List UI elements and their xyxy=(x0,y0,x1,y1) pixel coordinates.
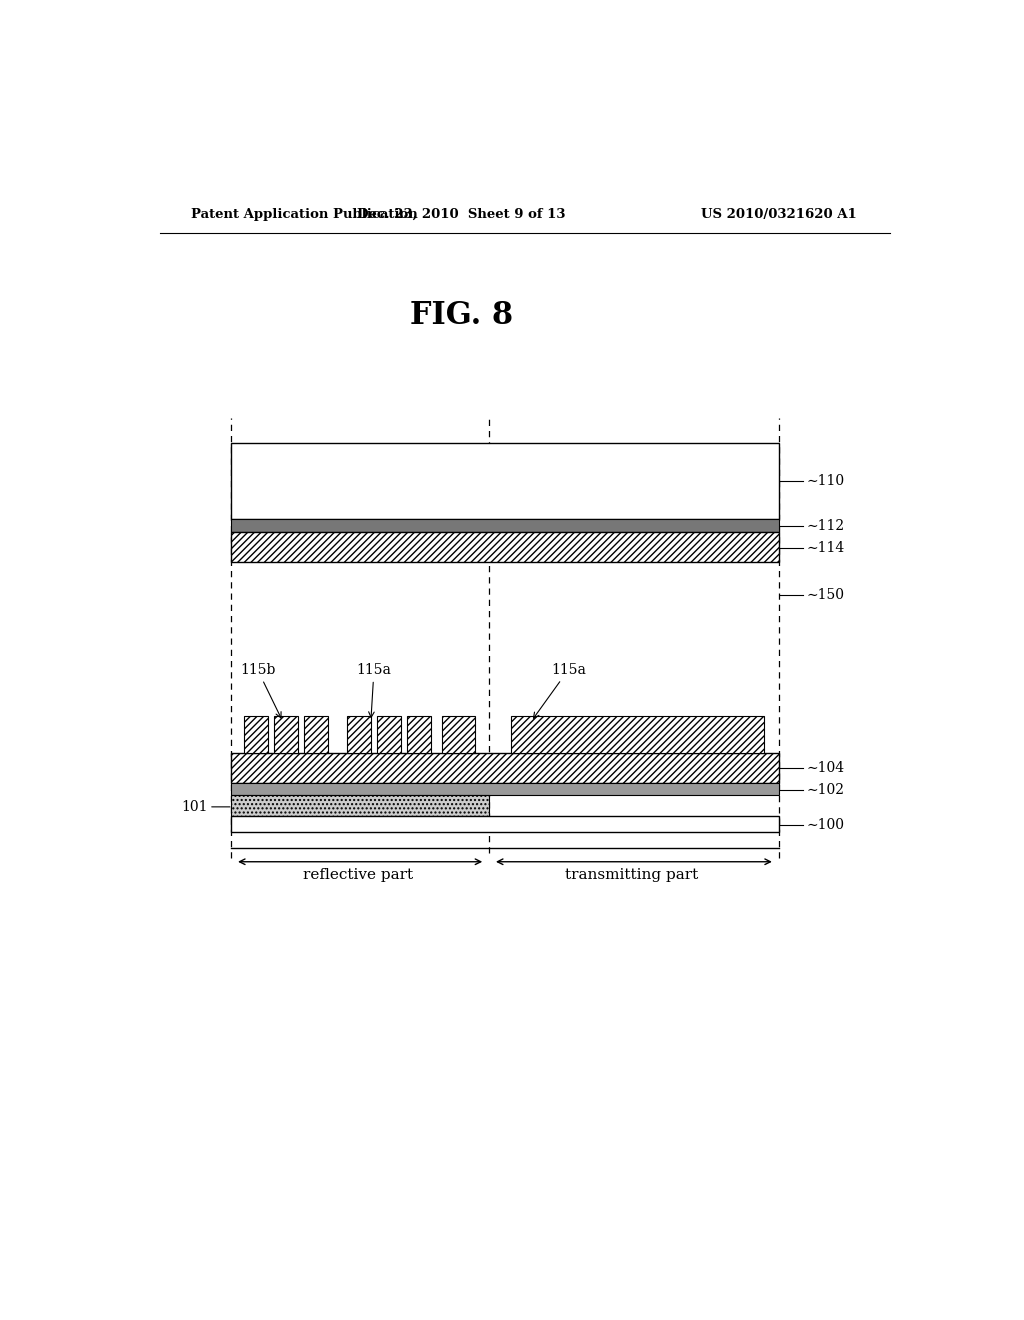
Text: Patent Application Publication: Patent Application Publication xyxy=(191,207,418,220)
Text: ∼104: ∼104 xyxy=(807,762,845,775)
Text: ∼100: ∼100 xyxy=(807,818,845,832)
Text: reflective part: reflective part xyxy=(303,869,414,882)
Bar xyxy=(231,784,778,795)
Text: 115a: 115a xyxy=(534,663,586,718)
Text: transmitting part: transmitting part xyxy=(565,869,698,882)
Text: FIG. 8: FIG. 8 xyxy=(410,301,513,331)
Text: ∼102: ∼102 xyxy=(807,783,845,796)
Text: ∼112: ∼112 xyxy=(807,519,845,533)
Bar xyxy=(231,444,778,519)
Bar xyxy=(274,717,298,752)
Bar xyxy=(231,519,778,532)
Bar xyxy=(231,795,489,816)
Bar xyxy=(304,717,328,752)
Text: US 2010/0321620 A1: US 2010/0321620 A1 xyxy=(700,207,857,220)
Bar xyxy=(377,717,401,752)
Bar xyxy=(231,752,778,784)
Bar xyxy=(244,717,267,752)
Bar xyxy=(231,532,778,562)
Text: ∼150: ∼150 xyxy=(807,589,845,602)
Bar xyxy=(408,717,431,752)
Bar xyxy=(511,717,765,752)
Bar xyxy=(442,717,475,752)
Bar xyxy=(231,816,778,833)
Text: ∼114: ∼114 xyxy=(807,541,845,554)
Text: ∼110: ∼110 xyxy=(807,474,845,487)
Text: 115b: 115b xyxy=(240,663,281,718)
Text: Dec. 23, 2010  Sheet 9 of 13: Dec. 23, 2010 Sheet 9 of 13 xyxy=(357,207,565,220)
Bar xyxy=(347,717,371,752)
Text: 101: 101 xyxy=(181,800,207,814)
Text: 115a: 115a xyxy=(356,663,391,718)
